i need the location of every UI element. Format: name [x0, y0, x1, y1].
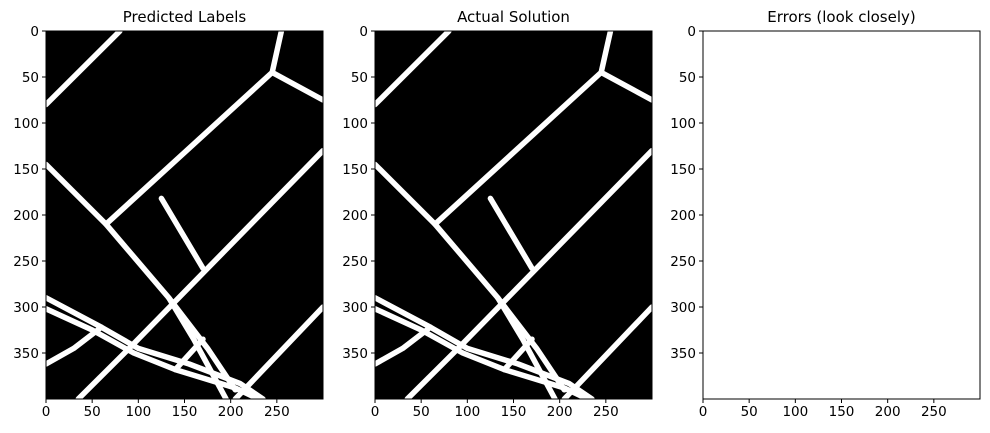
y-tick-label: 300	[670, 300, 696, 316]
road-segment	[375, 324, 434, 367]
road-segment	[232, 304, 323, 399]
subplot-3: Errors (look closely) 0 50 100 150 200 250 0 50 1…	[670, 8, 981, 420]
subplot-title: Actual Solution	[457, 8, 570, 26]
y-tick-label: 50	[22, 70, 39, 86]
x-tick-label: 50	[84, 404, 101, 420]
y-tick-label: 150	[13, 162, 39, 178]
road-segment	[561, 304, 652, 399]
y-tick-label: 0	[30, 24, 39, 40]
road-segment	[75, 345, 132, 399]
road-segment	[158, 195, 206, 272]
y-tick-label: 200	[670, 208, 696, 224]
x-tick-label: 250	[593, 404, 619, 420]
x-tick-label: 0	[371, 404, 380, 420]
road-segment	[375, 295, 595, 399]
road-segment	[501, 336, 535, 373]
subplot-2: Actual Solution 0 50 100 150 200 250 0 50 100 150 2…	[342, 8, 653, 420]
x-tick-label: 0	[699, 404, 708, 420]
image-background	[703, 31, 980, 399]
y-tick-label: 200	[342, 208, 368, 224]
road-segment	[46, 324, 105, 367]
x-tick-label: 250	[264, 404, 290, 420]
y-tick-label: 300	[342, 300, 368, 316]
y-tick-label: 250	[13, 254, 39, 270]
x-tick-label: 100	[454, 404, 480, 420]
x-tick-label: 100	[782, 404, 808, 420]
y-tick-label: 350	[13, 346, 39, 362]
road-segment	[598, 69, 652, 103]
y-tick-label: 250	[670, 254, 696, 270]
x-tick-label: 250	[921, 404, 947, 420]
road-layer	[375, 31, 652, 399]
y-tick-label: 200	[13, 208, 39, 224]
road-segment	[375, 306, 591, 399]
road-segment	[46, 31, 123, 108]
x-tick-label: 200	[547, 404, 573, 420]
y-tick-label: 100	[670, 116, 696, 132]
x-tick-label: 50	[741, 404, 758, 420]
road-segment	[455, 147, 652, 352]
x-tick-label: 150	[501, 404, 527, 420]
subplot-1: Predicted Labels 0 50 100 150 200 250 0 50 100 150…	[13, 8, 324, 420]
x-tick-label: 200	[218, 404, 244, 420]
y-tick-label: 150	[342, 162, 368, 178]
road-segment	[46, 295, 266, 399]
y-tick-label: 250	[342, 254, 368, 270]
x-tick-label: 0	[42, 404, 51, 420]
y-tick-label: 0	[359, 24, 368, 40]
image-background	[375, 31, 652, 399]
image-background	[46, 31, 323, 399]
road-segment	[375, 31, 452, 108]
x-tick-label: 150	[172, 404, 198, 420]
x-tick-label: 50	[413, 404, 430, 420]
y-tick-label: 0	[687, 24, 696, 40]
x-tick-label: 200	[875, 404, 901, 420]
subplot-title: Predicted Labels	[123, 8, 247, 26]
y-tick-label: 350	[670, 346, 696, 362]
x-tick-label: 150	[829, 404, 855, 420]
y-tick-label: 50	[679, 70, 696, 86]
road-segment	[404, 345, 461, 399]
road-segment	[126, 147, 323, 352]
y-tick-label: 150	[670, 162, 696, 178]
y-tick-label: 300	[13, 300, 39, 316]
road-segment	[46, 306, 262, 399]
road-segment	[269, 69, 323, 103]
y-tick-label: 50	[351, 70, 368, 86]
road-layer	[46, 31, 323, 399]
y-tick-label: 100	[13, 116, 39, 132]
road-segment	[487, 195, 535, 272]
subplot-title: Errors (look closely)	[767, 8, 916, 26]
x-tick-label: 100	[125, 404, 151, 420]
road-segment	[172, 336, 206, 373]
road-segment	[495, 295, 558, 399]
y-tick-label: 350	[342, 346, 368, 362]
y-tick-label: 100	[342, 116, 368, 132]
road-segment	[166, 295, 229, 399]
